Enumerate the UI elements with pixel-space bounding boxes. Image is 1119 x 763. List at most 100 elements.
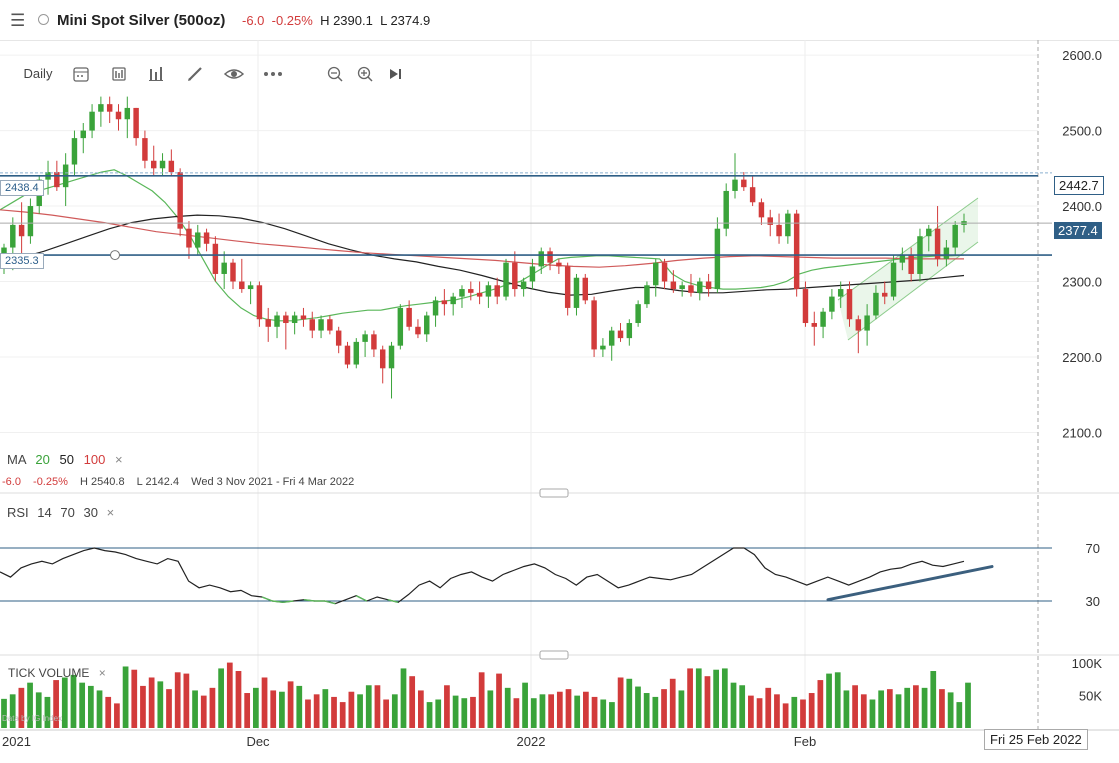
candle-body bbox=[644, 285, 650, 305]
volume-bar bbox=[826, 673, 832, 728]
candle-body bbox=[318, 319, 324, 331]
rsi-oversold-segment bbox=[303, 598, 315, 602]
volume-bar bbox=[504, 687, 511, 728]
candle-body bbox=[556, 262, 562, 267]
candle-body bbox=[115, 111, 122, 120]
candle-body bbox=[10, 224, 16, 248]
candle-body bbox=[335, 330, 342, 346]
volume-bar bbox=[678, 690, 685, 728]
candle-body bbox=[424, 315, 430, 335]
volume-bar bbox=[843, 690, 850, 728]
instrument-icon[interactable] bbox=[38, 14, 49, 25]
indicators-icon[interactable] bbox=[147, 62, 167, 86]
instrument-title[interactable]: Mini Spot Silver (500oz) bbox=[57, 12, 226, 29]
volume-bar bbox=[852, 685, 858, 728]
volume-bar bbox=[548, 694, 555, 728]
session-high: H 2390.1 bbox=[320, 13, 373, 28]
volume-bar bbox=[765, 687, 772, 728]
volume-bar bbox=[235, 671, 242, 728]
volume-bar bbox=[635, 686, 641, 728]
price-tick-label: 2100.0 bbox=[1062, 425, 1102, 440]
volume-bar bbox=[530, 698, 537, 728]
candle-body bbox=[476, 292, 483, 297]
candle-body bbox=[811, 323, 818, 327]
rsi-oversold-segment bbox=[272, 600, 284, 604]
chart-toolbar: Daily bbox=[0, 62, 420, 88]
volume-bar bbox=[44, 696, 51, 728]
ma-label: MA bbox=[7, 452, 26, 467]
volume-bar bbox=[669, 678, 676, 728]
skip-end-icon[interactable] bbox=[386, 62, 406, 86]
volume-bar bbox=[296, 685, 303, 728]
trend-channel bbox=[837, 197, 979, 341]
volume-bar bbox=[834, 672, 841, 728]
candle-body bbox=[793, 213, 800, 290]
candle-body bbox=[600, 345, 606, 350]
candle-body bbox=[300, 315, 307, 320]
candle-body bbox=[846, 289, 853, 320]
volume-bar bbox=[348, 691, 355, 728]
candle-body bbox=[776, 224, 782, 237]
rsi-oversold-segment bbox=[355, 595, 368, 602]
price-change-pct: -0.25% bbox=[271, 13, 313, 28]
candle-body bbox=[468, 289, 474, 293]
volume-bar bbox=[391, 694, 398, 728]
volume-bar bbox=[800, 699, 806, 728]
candle-body bbox=[168, 160, 175, 173]
rsi-close-icon[interactable]: × bbox=[106, 505, 115, 520]
zoom-out-icon[interactable] bbox=[326, 62, 346, 86]
volume-bar bbox=[886, 689, 893, 728]
candle-body bbox=[749, 187, 756, 203]
candle-body bbox=[503, 262, 509, 297]
eye-icon[interactable] bbox=[224, 62, 246, 86]
zoom-in-icon[interactable] bbox=[356, 62, 376, 86]
candle-body bbox=[415, 326, 421, 335]
candle-body bbox=[547, 251, 553, 263]
candle-body bbox=[705, 281, 712, 290]
volume-close-icon[interactable]: × bbox=[98, 666, 106, 680]
left-level-label-bottom: 2335.3 bbox=[0, 253, 44, 269]
bars-icon[interactable] bbox=[110, 62, 130, 86]
volume-label: TICK VOLUME bbox=[8, 666, 90, 680]
more-icon[interactable] bbox=[262, 62, 284, 86]
menu-icon[interactable]: ☰ bbox=[10, 11, 26, 30]
rsi-period: 14 bbox=[37, 505, 52, 520]
trend-channel-upper bbox=[837, 197, 979, 301]
volume-bar bbox=[305, 699, 311, 728]
candle-body bbox=[943, 247, 950, 259]
volume-bar bbox=[652, 696, 659, 728]
candle-body bbox=[873, 292, 879, 316]
volume-bar bbox=[18, 687, 25, 728]
volume-bar bbox=[261, 677, 268, 728]
current-price-label: 2377.4 bbox=[1054, 222, 1102, 239]
candle-body bbox=[203, 232, 210, 244]
volume-bar bbox=[791, 696, 798, 728]
candle-body bbox=[573, 277, 580, 308]
volume-bar bbox=[782, 703, 789, 728]
volume-bar bbox=[817, 680, 824, 728]
draw-icon[interactable] bbox=[186, 62, 206, 86]
candle-body bbox=[864, 315, 870, 331]
candle-body bbox=[512, 262, 518, 290]
candle-body bbox=[106, 104, 113, 112]
timeframe-selector[interactable]: Daily bbox=[23, 66, 53, 81]
candle-body bbox=[406, 307, 412, 327]
candle-body bbox=[741, 179, 747, 188]
volume-bar bbox=[860, 694, 867, 728]
candle-body bbox=[283, 315, 289, 324]
candle-body bbox=[230, 262, 236, 282]
ma-close-icon[interactable]: × bbox=[114, 452, 123, 467]
volume-bar bbox=[35, 692, 42, 728]
volume-bar bbox=[930, 671, 937, 728]
volume-bar bbox=[435, 699, 442, 728]
calendar-icon[interactable] bbox=[72, 62, 92, 86]
candle-body bbox=[18, 224, 25, 237]
pane-resize-handle-1 bbox=[539, 650, 569, 660]
candle-body bbox=[54, 172, 60, 188]
volume-bar bbox=[583, 691, 589, 728]
candle-body bbox=[952, 224, 958, 248]
volume-bar bbox=[157, 681, 164, 728]
candle-body bbox=[177, 172, 183, 229]
candle-body bbox=[379, 349, 386, 369]
